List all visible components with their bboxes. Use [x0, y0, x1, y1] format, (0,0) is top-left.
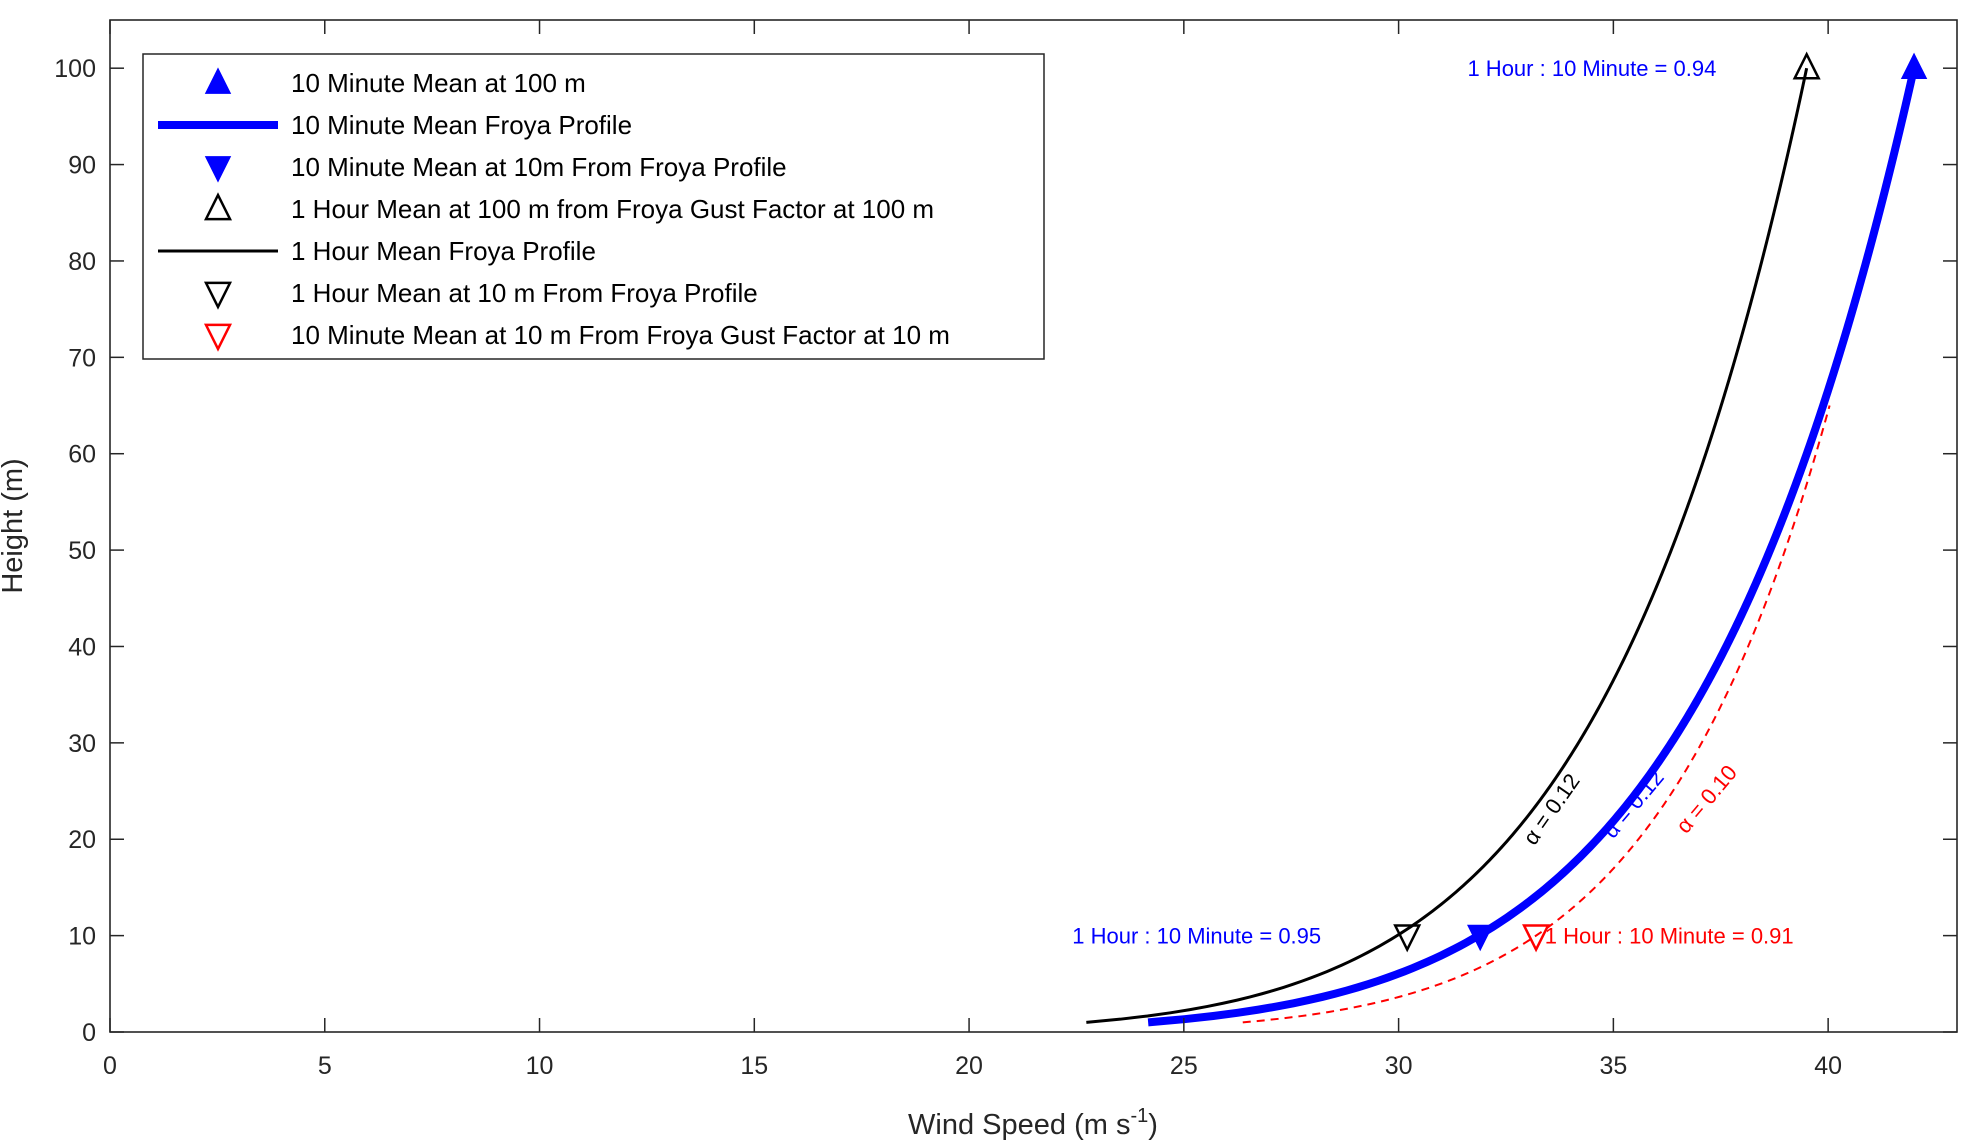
legend-label: 10 Minute Mean at 100 m — [291, 68, 586, 98]
annotation-label: 1 Hour : 10 Minute = 0.95 — [1072, 924, 1321, 949]
x-axis-title: Wind Speed (m s-1) — [908, 1105, 1158, 1141]
y-tick-label: 70 — [68, 344, 96, 372]
legend-box — [142, 53, 1045, 360]
x-tick-label: 20 — [955, 1052, 983, 1080]
data-point-marker — [1467, 924, 1494, 952]
x-tick-label: 40 — [1814, 1052, 1842, 1080]
curves-layer — [1086, 67, 1918, 1027]
y-tick-label: 60 — [68, 441, 96, 469]
annotation-label: 1 Hour : 10 Minute = 0.94 — [1467, 56, 1716, 81]
gust-profile-line — [1242, 405, 1831, 1024]
legend-label: 1 Hour Mean at 100 m from Froya Gust Fac… — [291, 194, 934, 224]
axes-box — [109, 19, 1958, 1033]
legend-swatch — [204, 67, 232, 94]
y-tick-label: 20 — [68, 826, 96, 854]
y-tick-label: 30 — [68, 730, 96, 758]
y-tick-label: 0 — [82, 1019, 96, 1047]
y-ticks: 0 10 20 30 40 50 60 70 80 90 100 — [54, 55, 1957, 1047]
y-tick-label: 80 — [68, 248, 96, 276]
x-tick-label: 35 — [1599, 1052, 1627, 1080]
one-hour-profile-line — [1086, 67, 1809, 1024]
x-axis-title-close: ) — [1148, 1109, 1158, 1141]
points-layer — [1393, 51, 1928, 953]
x-axis-title-main: Wind Speed (m s — [908, 1109, 1130, 1141]
data-point-marker — [1393, 924, 1422, 953]
data-point-marker — [1900, 52, 1928, 80]
annotation-label: 1 Hour : 10 Minute = 0.91 — [1545, 924, 1794, 949]
legend-swatch — [203, 281, 233, 310]
y-tick-label: 90 — [68, 152, 96, 180]
legend-swatch — [203, 323, 233, 352]
y-tick-label: 10 — [68, 923, 96, 951]
x-tick-label: 15 — [740, 1052, 768, 1080]
legend-label: 10 Minute Mean at 10m From Froya Profile — [291, 152, 787, 182]
x-tick-label: 30 — [1385, 1052, 1413, 1080]
data-point-marker — [1522, 924, 1551, 953]
y-axis-title: Height (m) — [0, 458, 29, 593]
y-tick-label: 50 — [68, 537, 96, 565]
legend-label: 1 Hour Mean Froya Profile — [291, 236, 596, 266]
legend-swatch — [203, 192, 233, 221]
x-tick-label: 25 — [1170, 1052, 1198, 1080]
data-point-marker — [1792, 51, 1821, 80]
y-tick-label: 40 — [68, 633, 96, 661]
ten-min-profile-line — [1147, 67, 1918, 1027]
legend-label: 1 Hour Mean at 10 m From Froya Profile — [291, 278, 758, 308]
x-tick-label: 0 — [103, 1052, 117, 1080]
x-tick-label: 10 — [526, 1052, 554, 1080]
y-tick-label: 100 — [54, 55, 96, 83]
x-ticks: 0 5 10 15 20 25 30 35 40 — [103, 20, 1842, 1080]
legend-label: 10 Minute Mean Froya Profile — [291, 110, 632, 140]
legend: 10 Minute Mean at 100 m 10 Minute Mean Fr… — [142, 53, 1045, 360]
legend-label: 10 Minute Mean at 10 m From Froya Gust F… — [291, 320, 950, 350]
legend-swatch — [204, 156, 232, 183]
x-axis-title-sup: -1 — [1130, 1105, 1148, 1127]
x-tick-label: 5 — [318, 1052, 332, 1080]
